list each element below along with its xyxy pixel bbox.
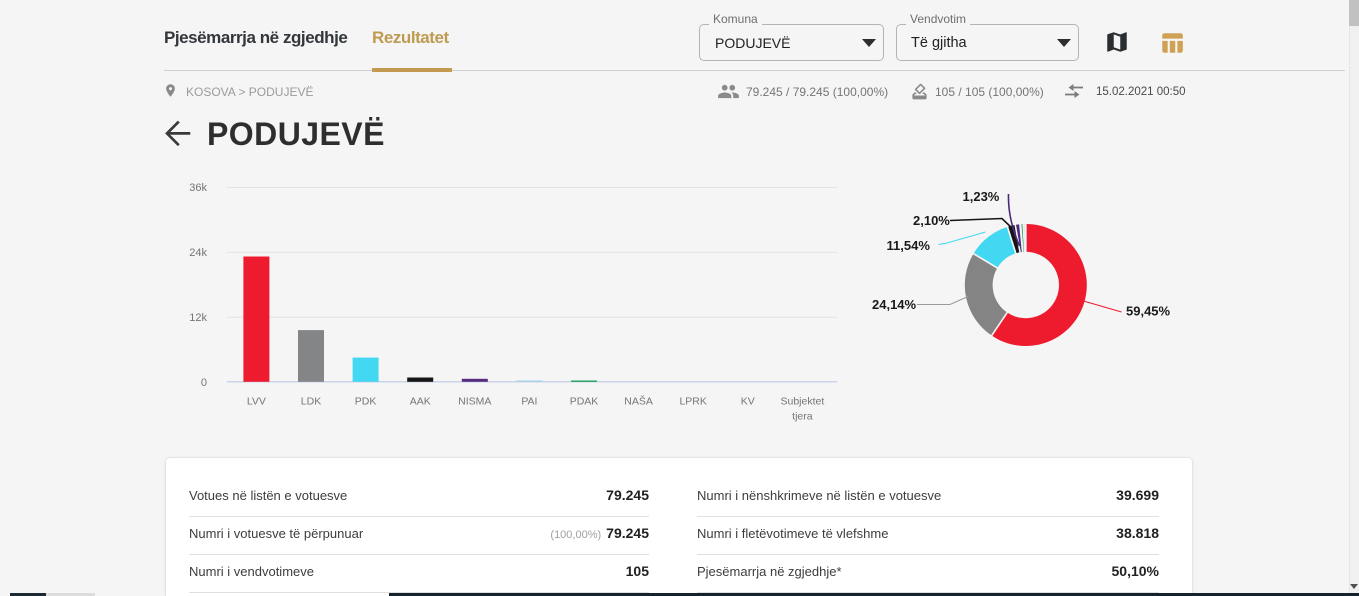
svg-text:24k: 24k [189, 247, 207, 259]
svg-text:NAŠA: NAŠA [624, 395, 653, 408]
svg-text:LVV: LVV [247, 396, 266, 408]
svg-text:LDK: LDK [301, 396, 321, 408]
svg-text:tjera: tjera [792, 411, 813, 423]
svg-text:PDK: PDK [355, 396, 377, 408]
svg-text:Subjektet: Subjektet [781, 396, 825, 408]
svg-text:59,45%: 59,45% [1126, 304, 1171, 319]
svg-text:2,10%: 2,10% [913, 213, 950, 228]
svg-text:KV: KV [741, 396, 755, 408]
svg-text:AAK: AAK [410, 396, 431, 408]
svg-text:12k: 12k [189, 312, 207, 324]
svg-text:PAI: PAI [521, 396, 537, 408]
svg-text:PDAK: PDAK [570, 396, 599, 408]
svg-text:36k: 36k [189, 182, 207, 194]
svg-text:LPRK: LPRK [679, 396, 706, 408]
svg-text:0: 0 [201, 377, 207, 389]
svg-text:1,23%: 1,23% [963, 189, 1000, 204]
svg-text:24,14%: 24,14% [872, 297, 917, 312]
svg-text:11,54%: 11,54% [887, 238, 931, 253]
svg-text:NISMA: NISMA [458, 396, 491, 408]
